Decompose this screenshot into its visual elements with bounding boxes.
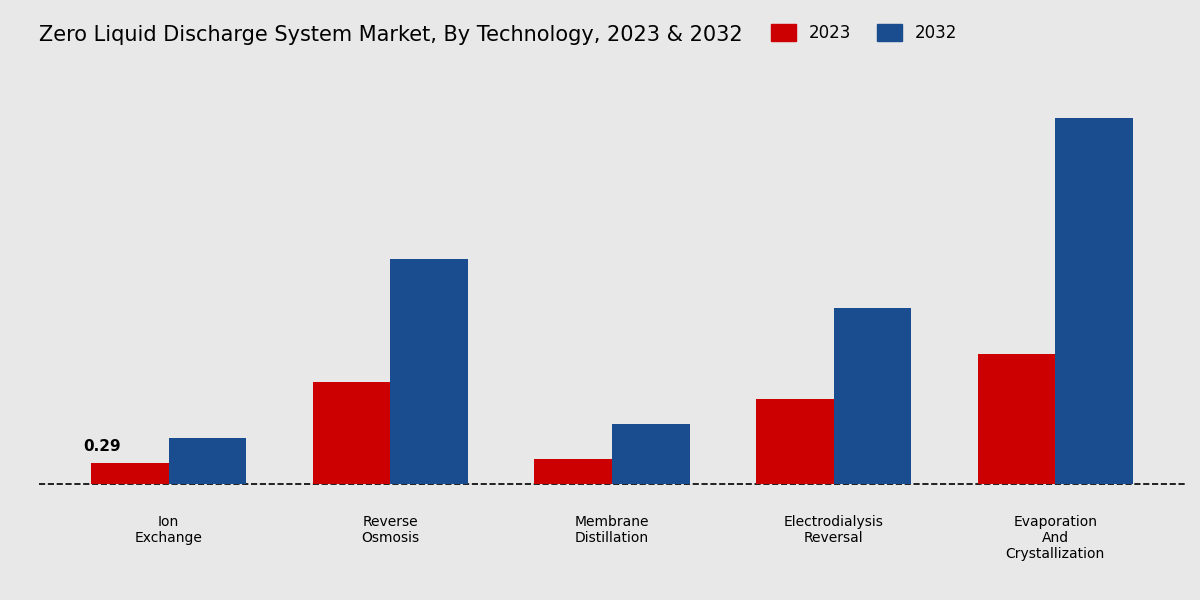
- Bar: [1055, 118, 1133, 484]
- Bar: [169, 438, 246, 484]
- Bar: [313, 382, 390, 484]
- Bar: [390, 259, 468, 484]
- Bar: [534, 459, 612, 484]
- Bar: [91, 463, 169, 484]
- Bar: [756, 400, 834, 484]
- Bar: [612, 424, 690, 484]
- Text: Zero Liquid Discharge System Market, By Technology, 2023 & 2032: Zero Liquid Discharge System Market, By …: [38, 25, 743, 45]
- Bar: [834, 308, 911, 484]
- Text: 0.29: 0.29: [83, 439, 121, 454]
- Bar: [978, 354, 1055, 484]
- Legend: 2023, 2032: 2023, 2032: [764, 17, 964, 49]
